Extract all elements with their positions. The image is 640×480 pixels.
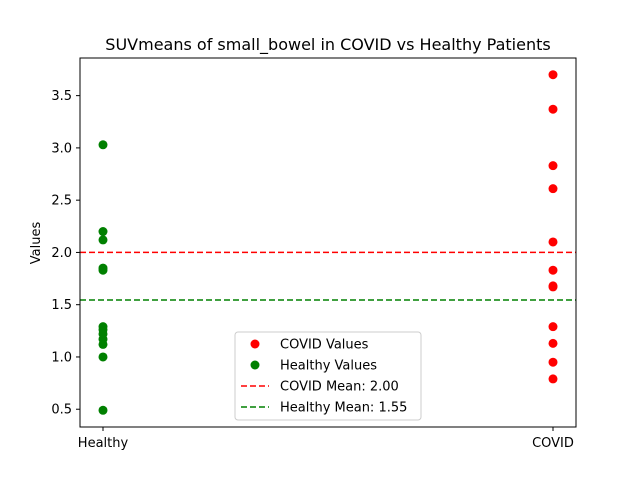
data-point <box>548 237 558 247</box>
legend: COVID Values Healthy Values COVID Mean: 2.… <box>234 331 422 421</box>
plot-area: 0.5 1.0 1.5 2.0 2.5 3.0 3.5 Healthy COVID <box>51 70 576 451</box>
y-tick-label: 3.0 <box>51 141 72 156</box>
data-point <box>98 235 108 245</box>
data-point <box>548 357 558 367</box>
legend-label: Healthy Values <box>280 359 377 374</box>
legend-marker <box>250 360 260 370</box>
y-axis-label: Values <box>29 222 44 265</box>
legend-label: COVID Mean: 2.00 <box>280 380 399 395</box>
data-point <box>548 322 558 332</box>
y-tick-label: 1.5 <box>51 298 72 313</box>
data-point <box>548 282 558 292</box>
y-tick-label: 1.0 <box>51 350 72 365</box>
data-point <box>548 374 558 384</box>
y-tick-label: 3.5 <box>51 89 72 104</box>
data-point <box>98 339 108 349</box>
data-point <box>98 352 108 362</box>
data-point <box>98 405 108 415</box>
plot-frame <box>79 57 577 428</box>
data-point <box>548 70 558 80</box>
data-point <box>98 140 108 150</box>
legend-marker <box>250 339 260 349</box>
data-point <box>548 161 558 171</box>
y-tick-label: 2.5 <box>51 194 72 209</box>
legend-box <box>234 331 422 421</box>
legend-label: Healthy Mean: 1.55 <box>280 401 407 416</box>
y-tick-label: 0.5 <box>51 403 72 418</box>
x-tick-label: COVID <box>532 436 574 451</box>
data-point <box>548 338 558 348</box>
data-point <box>98 265 108 275</box>
data-point <box>548 184 558 194</box>
data-point <box>548 104 558 114</box>
x-tick-label: Healthy <box>78 436 129 451</box>
chart-title: SUVmeans of small_bowel in COVID vs Heal… <box>105 35 550 55</box>
y-tick-label: 2.0 <box>51 246 72 261</box>
data-point <box>98 227 108 237</box>
data-point <box>548 265 558 275</box>
legend-label: COVID Values <box>280 338 369 353</box>
